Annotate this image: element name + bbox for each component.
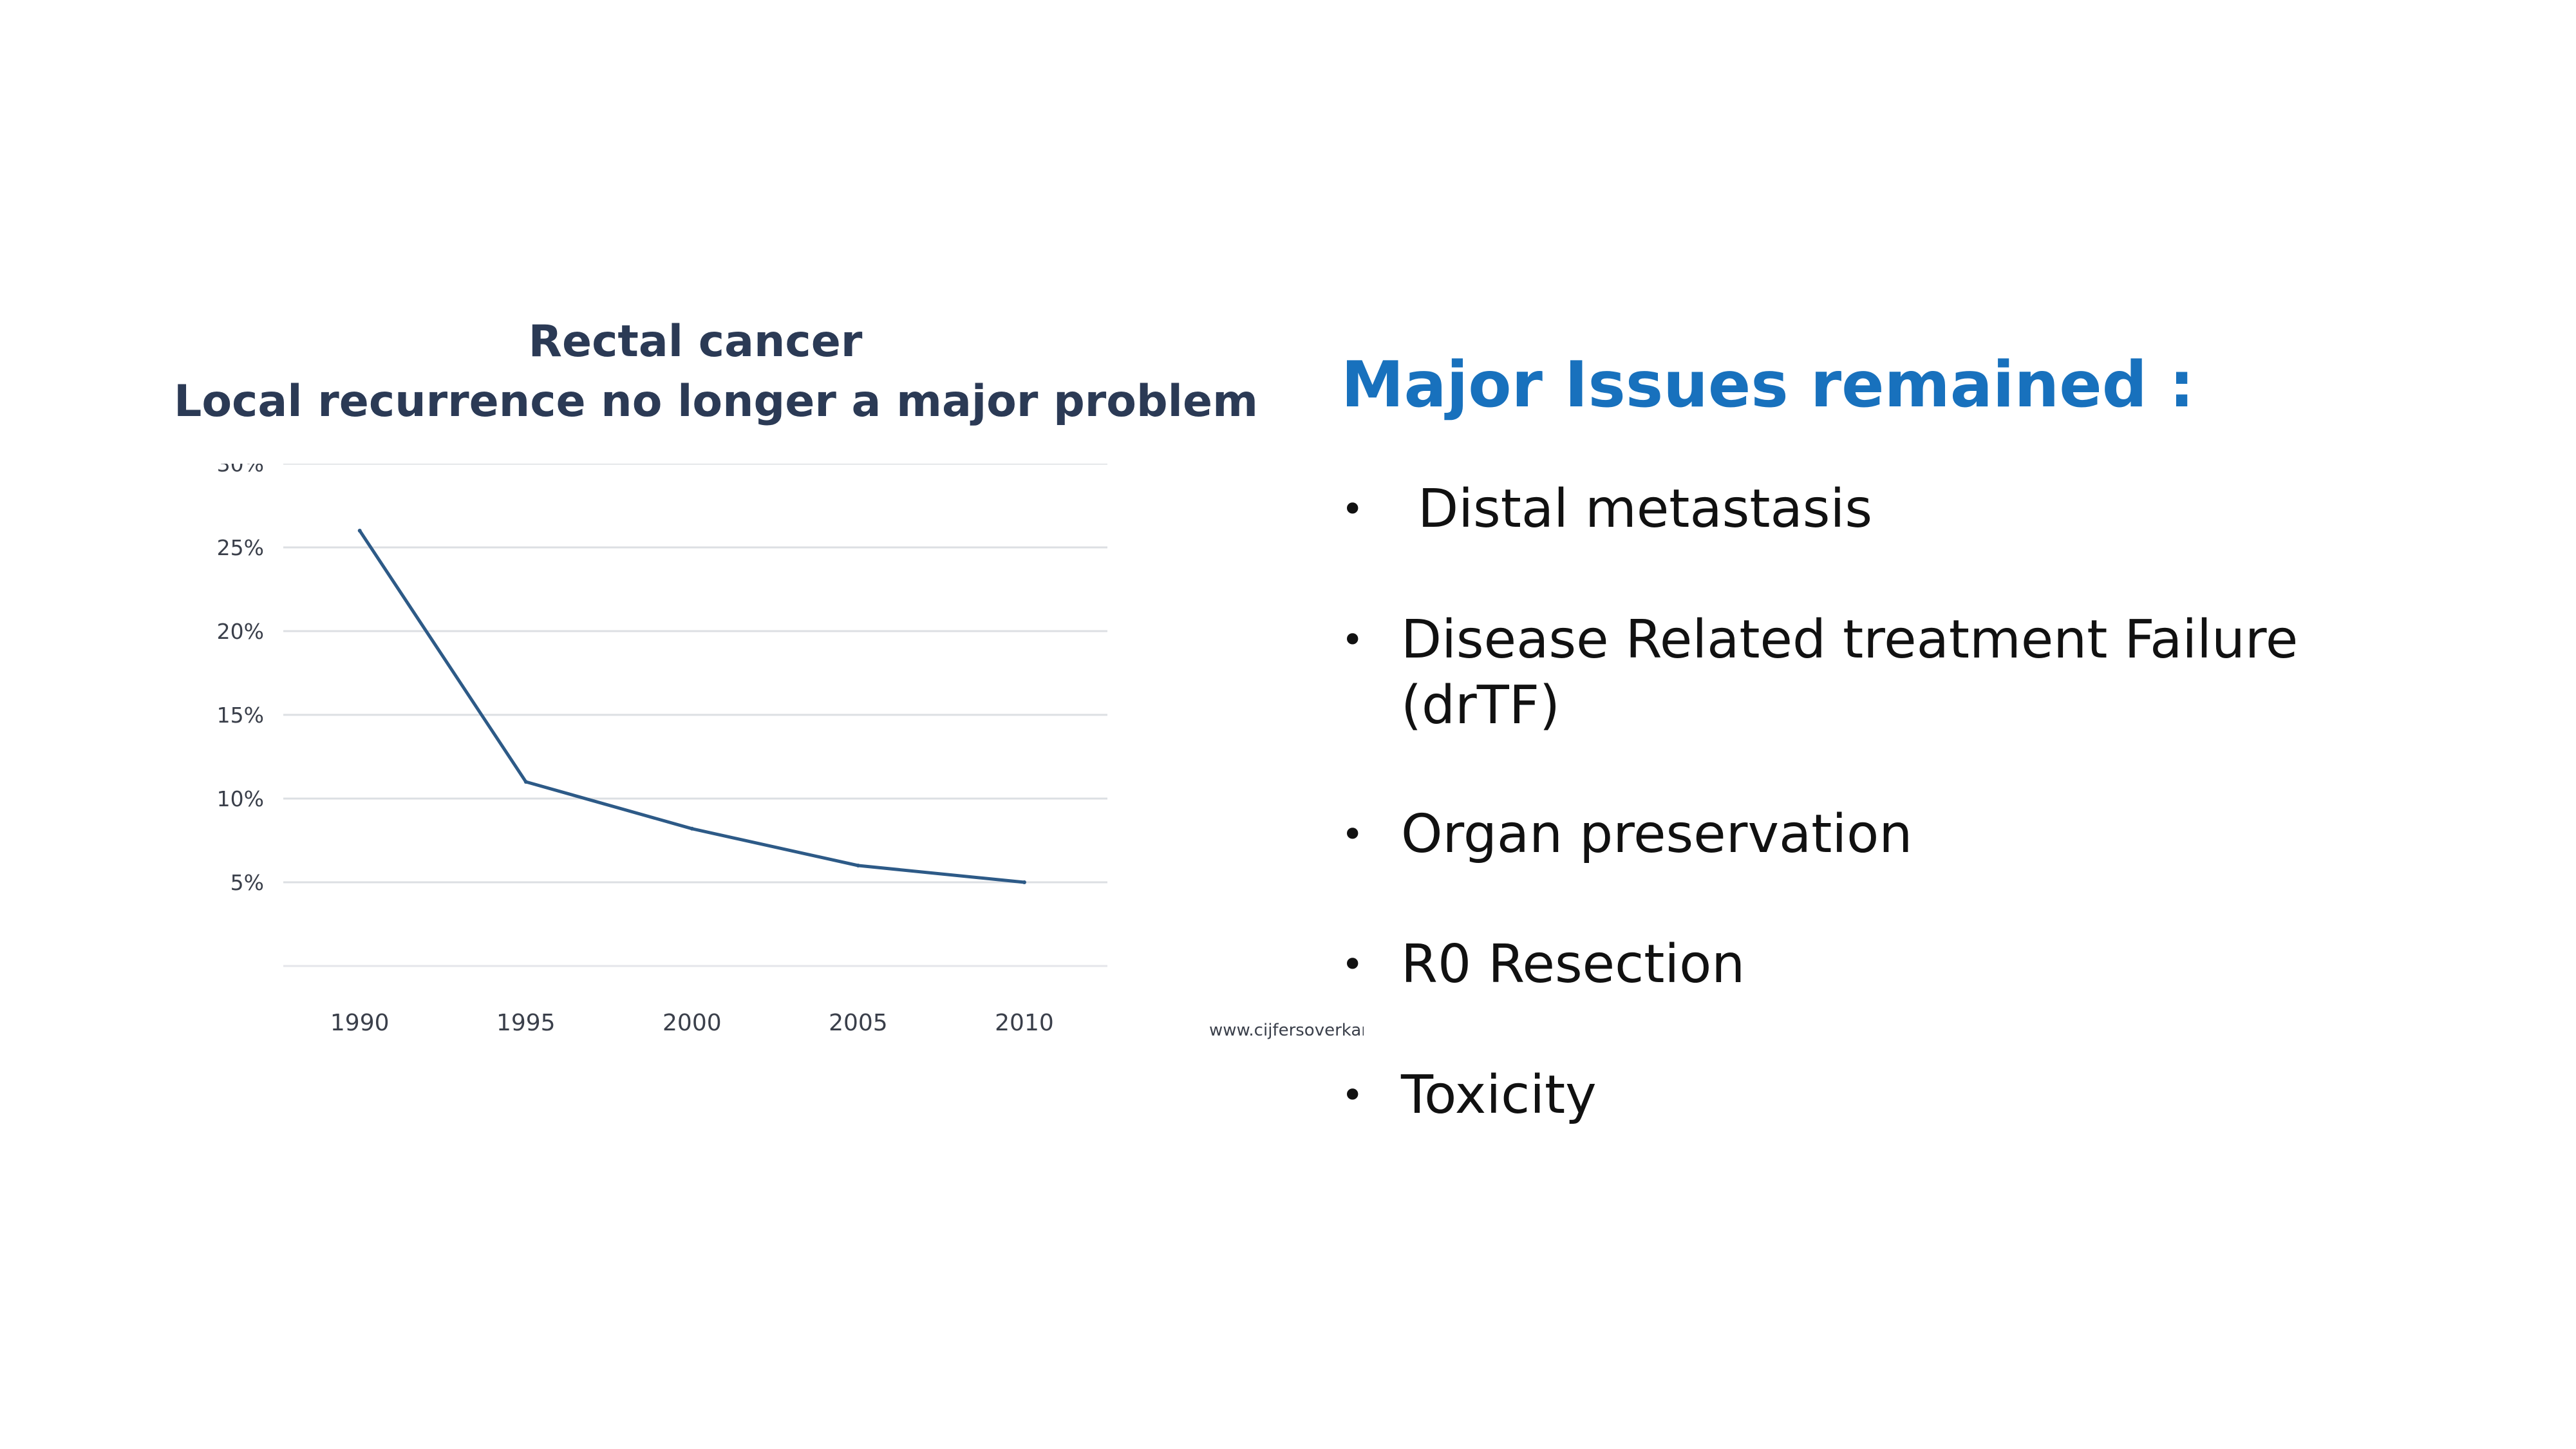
y-tick-label: 5%: [230, 870, 264, 895]
chart-title: Rectal cancer: [528, 316, 863, 367]
line-chart: 5% 10% 15% 20% 25% 30% 1990 1995 2000 2005 2010: [217, 464, 1107, 1036]
source-note: www.cijfersoverkar: [1209, 1021, 1364, 1040]
issue-text: Distal metastasis: [1401, 478, 1873, 540]
y-tick-label: 20%: [217, 619, 264, 644]
x-tick-label: 1990: [330, 1010, 390, 1036]
x-tick-label: 2005: [829, 1010, 888, 1036]
issue-text: R0 Resection: [1401, 934, 1745, 995]
data-point: [357, 529, 362, 533]
data-point: [690, 826, 694, 831]
issue-item-drtf: • Disease Related treatment Failure (drT…: [1341, 607, 2436, 739]
bullet-icon: •: [1341, 812, 1364, 857]
chart-subtitle: Local recurrence no longer a major probl…: [174, 376, 1258, 427]
issue-text: Disease Related treatment Failure (drTF): [1401, 609, 2299, 736]
issue-item-distal-metastasis: • Distal metastasis: [1341, 477, 2436, 542]
y-tick-label: 25%: [217, 535, 264, 560]
issue-item-toxicity: • Toxicity: [1341, 1063, 2436, 1128]
data-point: [523, 780, 528, 784]
bullet-icon: •: [1341, 487, 1364, 532]
issues-heading: Major Issues remained :: [1341, 348, 2195, 422]
x-tick-label: 2000: [663, 1010, 722, 1036]
y-tick-label: 15%: [217, 703, 264, 728]
issue-text: Organ preservation: [1401, 804, 1913, 865]
issue-item-organ-preservation: • Organ preservation: [1341, 802, 2436, 867]
bullet-icon: •: [1341, 942, 1364, 987]
data-point: [856, 864, 860, 867]
issue-text: Toxicity: [1401, 1065, 1597, 1126]
series-lines: [357, 529, 1026, 884]
grid-lines: [283, 464, 1107, 967]
x-tick-label: 1995: [496, 1010, 556, 1036]
y-axis-ticks: 5% 10% 15% 20% 25% 30%: [217, 464, 264, 895]
y-tick-label: 30%: [217, 464, 264, 477]
bullet-icon: •: [1341, 1073, 1364, 1118]
x-axis-ticks: 1990 1995 2000 2005 2010: [330, 1010, 1054, 1036]
x-tick-label: 2010: [995, 1010, 1054, 1036]
data-point: [1022, 880, 1026, 884]
y-tick-label: 10%: [217, 786, 264, 811]
issue-item-r0-resection: • R0 Resection: [1341, 932, 2436, 998]
bullet-icon: •: [1341, 618, 1364, 663]
